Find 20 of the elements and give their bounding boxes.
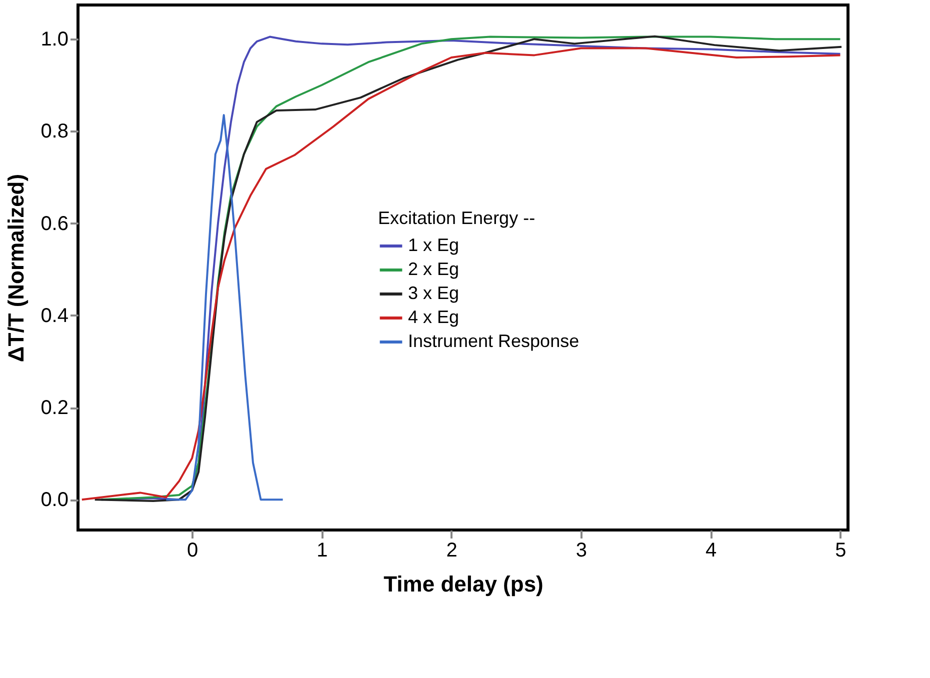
y-axis-title: ΔT/T (Normalized) [4, 174, 29, 362]
legend-label: Instrument Response [408, 331, 580, 351]
y-tick-label: 0.6 [40, 212, 68, 235]
legend-label: 4 x Eg [408, 307, 460, 327]
y-tick-label: 0.8 [40, 120, 68, 143]
y-tick-label: 0.2 [40, 397, 68, 419]
legend-label: 3 x Eg [408, 283, 460, 303]
x-tick-label: 3 [576, 540, 588, 562]
legend-title: Excitation Energy -- [378, 208, 536, 228]
y-tick-label: 0.0 [40, 489, 68, 512]
x-tick-label: 0 [187, 540, 198, 562]
x-tick-label: 1 [316, 540, 328, 562]
legend-label: 2 x Eg [408, 259, 460, 279]
y-tick-label: 0.4 [40, 304, 68, 327]
x-axis-title: Time delay (ps) [384, 572, 544, 596]
x-tick-label: 2 [446, 540, 458, 562]
x-tick-label: 5 [835, 540, 846, 562]
y-tick-label: 1.0 [40, 28, 68, 51]
x-tick-label: 4 [706, 540, 717, 562]
legend-label: 1 x Eg [408, 235, 460, 255]
